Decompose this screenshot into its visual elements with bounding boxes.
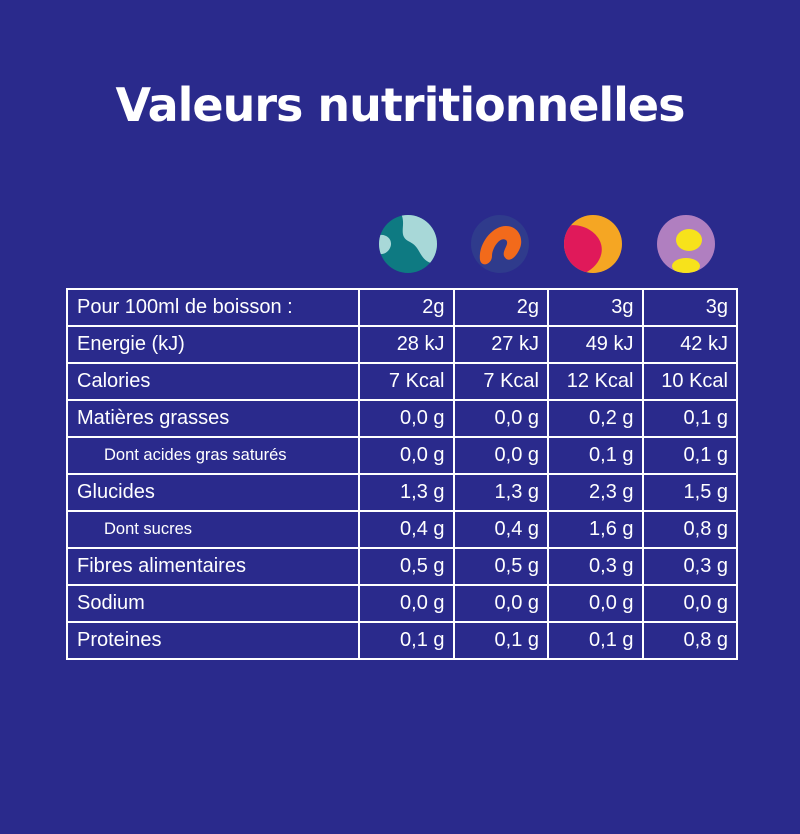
row-value: 0,1 g xyxy=(358,621,455,660)
row-label: Calories xyxy=(66,362,360,401)
teal-flavor-icon xyxy=(378,214,440,276)
row-value: 0,0 g xyxy=(358,584,455,623)
table-row: Dont acides gras saturés 0,0 g 0,0 g 0,1… xyxy=(66,436,738,475)
row-value: 3g xyxy=(547,288,644,327)
row-value: 0,0 g xyxy=(358,399,455,438)
row-value: 1,3 g xyxy=(358,473,455,512)
row-value: 2,3 g xyxy=(547,473,644,512)
lemon-flavor-icon xyxy=(656,214,718,276)
table-row: Sodium 0,0 g 0,0 g 0,0 g 0,0 g xyxy=(66,584,738,623)
table-row: Pour 100ml de boisson : 2g 2g 3g 3g xyxy=(66,288,738,327)
table-row: Energie (kJ) 28 kJ 27 kJ 49 kJ 42 kJ xyxy=(66,325,738,364)
row-value: 0,0 g xyxy=(641,584,738,623)
row-value: 2g xyxy=(358,288,455,327)
row-label: Fibres alimentaires xyxy=(66,547,360,586)
row-label: Pour 100ml de boisson : xyxy=(66,288,360,327)
row-value: 0,1 g xyxy=(452,621,549,660)
row-value: 0,1 g xyxy=(641,436,738,475)
row-value: 0,3 g xyxy=(641,547,738,586)
raspberry-flavor-icon xyxy=(563,214,625,276)
row-value: 2g xyxy=(452,288,549,327)
nutrition-table-body: Pour 100ml de boisson : 2g 2g 3g 3g Ener… xyxy=(66,288,738,660)
row-value: 0,4 g xyxy=(452,510,549,549)
table-row: Calories 7 Kcal 7 Kcal 12 Kcal 10 Kcal xyxy=(66,362,738,401)
page-title: Valeurs nutritionnelles xyxy=(115,78,685,132)
row-value: 49 kJ xyxy=(547,325,644,364)
row-value: 0,0 g xyxy=(452,436,549,475)
row-sublabel: Dont sucres xyxy=(66,510,360,549)
row-value: 42 kJ xyxy=(641,325,738,364)
row-value: 28 kJ xyxy=(358,325,455,364)
row-sublabel: Dont acides gras saturés xyxy=(66,436,360,475)
table-row: Glucides 1,3 g 1,3 g 2,3 g 1,5 g xyxy=(66,473,738,512)
table-row: Dont sucres 0,4 g 0,4 g 1,6 g 0,8 g xyxy=(66,510,738,549)
row-value: 1,6 g xyxy=(547,510,644,549)
flavor-icons-row xyxy=(0,214,800,276)
row-value: 10 Kcal xyxy=(641,362,738,401)
row-value: 1,3 g xyxy=(452,473,549,512)
row-label: Sodium xyxy=(66,584,360,623)
row-value: 0,5 g xyxy=(452,547,549,586)
row-value: 0,8 g xyxy=(641,621,738,660)
row-value: 0,8 g xyxy=(641,510,738,549)
row-value: 0,0 g xyxy=(452,584,549,623)
row-value: 12 Kcal xyxy=(547,362,644,401)
row-value: 0,0 g xyxy=(547,584,644,623)
table-row: Proteines 0,1 g 0,1 g 0,1 g 0,8 g xyxy=(66,621,738,660)
orange-flavor-icon xyxy=(470,214,532,276)
nutrition-table: Pour 100ml de boisson : 2g 2g 3g 3g Ener… xyxy=(66,288,738,660)
row-value: 3g xyxy=(641,288,738,327)
row-value: 0,1 g xyxy=(547,436,644,475)
row-value: 0,4 g xyxy=(358,510,455,549)
row-value: 0,3 g xyxy=(547,547,644,586)
row-value: 0,2 g xyxy=(547,399,644,438)
row-value: 27 kJ xyxy=(452,325,549,364)
row-label: Proteines xyxy=(66,621,360,660)
row-label: Matières grasses xyxy=(66,399,360,438)
row-value: 7 Kcal xyxy=(358,362,455,401)
row-label: Energie (kJ) xyxy=(66,325,360,364)
row-value: 1,5 g xyxy=(641,473,738,512)
row-value: 0,0 g xyxy=(358,436,455,475)
row-value: 7 Kcal xyxy=(452,362,549,401)
row-value: 0,1 g xyxy=(641,399,738,438)
row-label: Glucides xyxy=(66,473,360,512)
table-row: Fibres alimentaires 0,5 g 0,5 g 0,3 g 0,… xyxy=(66,547,738,586)
row-value: 0,0 g xyxy=(452,399,549,438)
table-row: Matières grasses 0,0 g 0,0 g 0,2 g 0,1 g xyxy=(66,399,738,438)
row-value: 0,5 g xyxy=(358,547,455,586)
row-value: 0,1 g xyxy=(547,621,644,660)
